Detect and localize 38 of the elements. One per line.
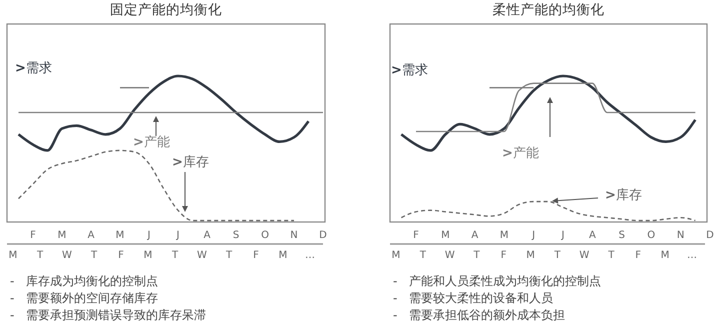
text: - 需要承担低谷的额外成本负担 <box>393 308 565 322</box>
series-label: >库存 <box>605 188 642 203</box>
x-tick-label: D <box>706 230 714 241</box>
x-tick-label: J <box>531 230 536 241</box>
x-tick-label: J <box>176 230 180 241</box>
x-tick-label: N <box>676 230 684 241</box>
x-tick-label: A <box>204 230 211 241</box>
text: M T W T F M T W T F M … <box>8 250 315 261</box>
x-tick-label: A <box>471 230 478 241</box>
text: - 需要承担预测错误导致的库存呆滞 <box>10 308 206 322</box>
x-tick-label: M <box>116 230 124 241</box>
series-label: >库存 <box>172 155 209 170</box>
text: >需求 <box>391 63 428 78</box>
x-tick-label: D <box>319 230 328 241</box>
x-tick-label: S <box>232 230 240 241</box>
x-tick-label: M <box>58 230 66 241</box>
text: - 需要较大柔性的设备和人员 <box>393 291 553 305</box>
text: - 库存成为均衡化的控制点 <box>10 274 158 288</box>
text: >需求 <box>15 61 52 76</box>
series-label: >产能 <box>133 135 170 150</box>
text: - 需要额外的空间存储库存 <box>10 291 158 305</box>
x-tick-label: M <box>441 230 450 241</box>
x-tick-label: A <box>588 230 596 241</box>
x-tick-label: J <box>560 230 564 241</box>
x-tick-label: O <box>261 230 270 241</box>
x-tick-label: O <box>647 230 656 241</box>
text: - 产能和人员柔性成为均衡化的控制点 <box>393 274 601 288</box>
chart-title: 固定产能的均衡化 <box>110 2 222 18</box>
x-tick-label: S <box>618 230 625 241</box>
x-tick-label: N <box>290 230 298 241</box>
x-tick-label: A <box>88 230 95 241</box>
x-tick-label: M <box>500 230 509 241</box>
x-tick-label: F <box>30 230 36 241</box>
series-label: >产能 <box>502 146 539 161</box>
x-tick-label: F <box>413 230 420 241</box>
x-tick-label: J <box>146 230 150 241</box>
text: M T W T F M T W T F M … <box>392 250 697 261</box>
chart-title: 柔性产能的均衡化 <box>492 2 604 18</box>
